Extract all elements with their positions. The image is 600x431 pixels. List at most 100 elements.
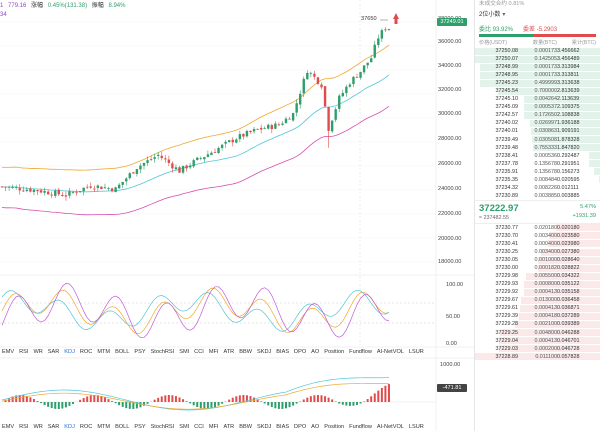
macd-histogram-bar (79, 399, 82, 402)
price-axis-label: 26000.00 (438, 161, 462, 167)
indicator-tab[interactable]: AI-NetVOL (376, 424, 404, 430)
indicator-tab[interactable]: Fundflow (349, 349, 372, 355)
candle-body (345, 86, 348, 94)
bid-row[interactable]: 37229.25 0.004800 0.046288 (475, 329, 600, 337)
bid-row[interactable]: 37230.00 0.000182 0.028822 (475, 264, 600, 272)
chart-area[interactable]: 1 779.16 涨幅 0.45%(131.38) 振幅 8.94% 34 37… (0, 0, 474, 431)
ask-row[interactable]: 37238.41 0.000536 0.292487 (475, 152, 600, 160)
indicator-tab[interactable]: StochRSI (150, 349, 175, 355)
indicator-tab[interactable]: ATR (223, 424, 235, 430)
indicator-tab[interactable]: BIAS (276, 424, 290, 430)
indicator-tab[interactable]: SKDJ (256, 349, 272, 355)
indicator-tab[interactable]: SKDJ (256, 424, 272, 430)
indicator-tab[interactable]: StochRSI (150, 424, 175, 430)
ask-row[interactable]: 37245.23 0.499999 3.313638 (475, 79, 600, 87)
indicator-tab[interactable]: AO (311, 424, 320, 430)
ask-row[interactable]: 37248.95 0.000173 3.313811 (475, 71, 600, 79)
ask-row[interactable]: 37240.02 0.026997 1.936188 (475, 119, 600, 127)
indicator-tabs[interactable]: EMV RSI WR SAR KDJ ROC MTM BOLL PSY StochRSI SMI CC… (0, 349, 474, 358)
bid-row[interactable]: 37229.93 0.000800 0.035122 (475, 280, 600, 288)
indicator-tab[interactable]: PSY (134, 424, 146, 430)
indicator-tab[interactable]: SMI (179, 349, 190, 355)
ask-row[interactable]: 37248.99 0.000173 3.313984 (475, 63, 600, 71)
ask-row[interactable]: 37230.89 0.003885 0.003885 (475, 192, 600, 200)
ask-price: 37238.41 (495, 152, 518, 159)
bid-row[interactable]: 37229.61 0.000413 0.036871 (475, 304, 600, 312)
ask-row[interactable]: 37234.32 0.008226 0.012111 (475, 184, 600, 192)
macd-histogram-bar (36, 401, 39, 402)
candle-body (228, 140, 231, 143)
indicator-tab[interactable]: Position (324, 349, 345, 355)
bid-row[interactable]: 37229.67 0.013000 0.036458 (475, 296, 600, 304)
indicator-tab[interactable]: LSUR (408, 349, 424, 355)
change-label: 涨幅 (31, 3, 44, 9)
indicator-tab[interactable]: AO (311, 349, 320, 355)
indicator-tab[interactable]: BOLL (115, 424, 130, 430)
indicator-tab[interactable]: SAR (47, 349, 60, 355)
indicator-tab[interactable]: CCI (194, 424, 204, 430)
indicator-tab[interactable]: DPO (294, 424, 307, 430)
indicator-tab[interactable]: AI-NetVOL (376, 349, 404, 355)
indicator-tab[interactable]: PSY (134, 349, 146, 355)
ask-row[interactable]: 37239.49 0.030508 1.878328 (475, 136, 600, 144)
indicator-tab[interactable]: BBW (239, 424, 252, 430)
indicator-tab[interactable]: ATR (223, 349, 235, 355)
indicator-tab[interactable]: BOLL (115, 349, 130, 355)
bid-row[interactable]: 37230.77 0.020180 0.020180 (475, 224, 600, 232)
indicator-tab[interactable]: WR (33, 424, 43, 430)
indicator-tab[interactable]: KDJ (64, 424, 75, 430)
indicator-tab[interactable]: BBW (239, 349, 252, 355)
bid-row[interactable]: 37229.92 0.000413 0.035158 (475, 288, 600, 296)
ask-row[interactable]: 37245.54 0.700000 2.813639 (475, 87, 600, 95)
indicator-tab[interactable]: DPO (294, 349, 307, 355)
indicator-tab[interactable]: ROC (79, 349, 93, 355)
indicator-tab[interactable]: CCI (194, 349, 204, 355)
indicator-tab[interactable]: KDJ (64, 349, 75, 355)
ask-row[interactable]: 37250.08 0.000173 3.456662 (475, 47, 600, 55)
indicator-tab[interactable]: WR (33, 349, 43, 355)
bid-row[interactable]: 37229.98 0.005500 0.034322 (475, 272, 600, 280)
indicator-tab[interactable]: MTM (97, 424, 111, 430)
indicator-tab[interactable]: EMV (2, 424, 15, 430)
candle-body (366, 62, 369, 66)
depth-selector[interactable]: 2位小数 ▾ (475, 9, 600, 22)
indicator-tab[interactable]: MFI (208, 424, 219, 430)
ask-row[interactable]: 37242.57 0.172650 2.108838 (475, 111, 600, 119)
indicator-tab[interactable]: EMV (2, 349, 15, 355)
ask-row[interactable]: 37237.78 0.135678 0.291951 (475, 160, 600, 168)
indicator-tab[interactable]: BIAS (276, 349, 290, 355)
bid-row[interactable]: 37229.04 0.000413 0.046701 (475, 337, 600, 345)
bid-row[interactable]: 37228.89 0.011100 0.057828 (475, 353, 600, 361)
indicator-tab[interactable]: ROC (79, 424, 93, 430)
candlestick-chart[interactable] (0, 0, 474, 431)
ask-row[interactable]: 37245.10 0.004264 2.113639 (475, 95, 600, 103)
indicator-tab[interactable]: Position (324, 424, 345, 430)
candle-body (32, 189, 36, 193)
indicator-tab[interactable]: MFI (208, 349, 219, 355)
bid-row[interactable]: 37230.05 0.001000 0.028640 (475, 256, 600, 264)
macd-histogram-bar (43, 402, 46, 406)
indicator-tabs-bottom[interactable]: EMV RSI WR SAR KDJ ROC MTM BOLL PSY StochRSI SMI CC… (0, 424, 474, 431)
candle-body (288, 118, 291, 120)
last-price-panel: 37222.97 ≈ 237482.55 5.47% +1931.39 (475, 199, 600, 224)
bid-row[interactable]: 37230.70 0.003400 0.023580 (475, 232, 600, 240)
ask-row[interactable]: 37240.01 0.030863 1.909191 (475, 127, 600, 135)
ask-row[interactable]: 37245.09 0.000537 2.109375 (475, 103, 600, 111)
macd-histogram-bar (348, 402, 351, 406)
indicator-tab[interactable]: LSUR (408, 424, 424, 430)
ask-row[interactable]: 37235.35 0.008484 0.020595 (475, 176, 600, 184)
bid-row[interactable]: 37229.03 0.000200 0.046728 (475, 345, 600, 353)
ask-row[interactable]: 37235.91 0.135678 0.156273 (475, 168, 600, 176)
bid-row[interactable]: 37230.25 0.003400 0.027380 (475, 248, 600, 256)
ask-row[interactable]: 37239.48 0.755333 1.847820 (475, 144, 600, 152)
indicator-tab[interactable]: SAR (47, 424, 60, 430)
bid-row[interactable]: 37229.39 0.000418 0.037289 (475, 312, 600, 320)
ask-row[interactable]: 37250.07 0.142505 3.456489 (475, 55, 600, 63)
bid-row[interactable]: 37229.28 0.002100 0.039389 (475, 320, 600, 328)
indicator-tab[interactable]: RSI (19, 424, 29, 430)
indicator-tab[interactable]: SMI (179, 424, 190, 430)
bid-row[interactable]: 37230.41 0.000400 0.023980 (475, 240, 600, 248)
indicator-tab[interactable]: MTM (97, 349, 111, 355)
indicator-tab[interactable]: RSI (19, 349, 29, 355)
indicator-tab[interactable]: Fundflow (349, 424, 372, 430)
